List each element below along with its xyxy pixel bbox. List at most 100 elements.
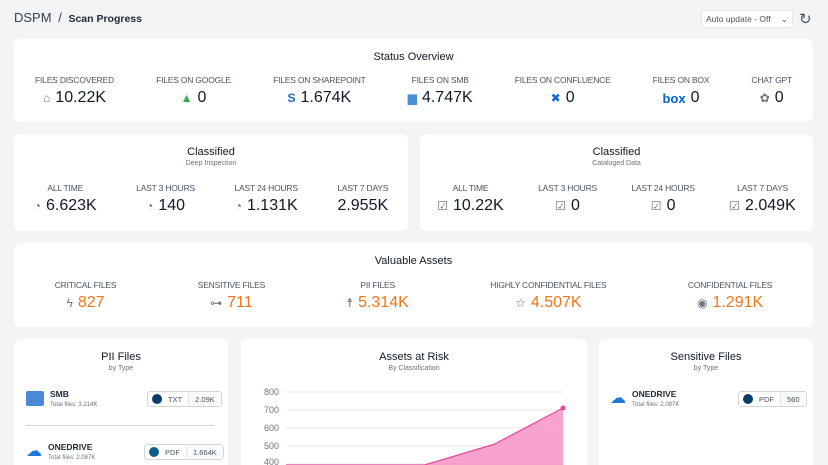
clock-check-icon: ◔ [33, 199, 41, 213]
stat-value: 0 [197, 89, 207, 106]
classified-deep-card: Classified Deep Inspection ALL TIME ◔ 6.62… [14, 134, 408, 231]
stat-value: 0 [690, 89, 700, 106]
page-title: Scan Progress [68, 13, 142, 25]
home-icon: ⌂ [43, 91, 51, 105]
stat-value: 10.22K [452, 197, 504, 214]
person-icon: ☨ [346, 296, 354, 310]
breadcrumb-separator: / [58, 10, 62, 25]
stat-sensitive-files[interactable]: SENSITIVE FILES ⊶ 711 [197, 280, 266, 312]
stat-value: 0 [571, 197, 580, 214]
stat-label: CONFIDENTIAL FILES [687, 280, 773, 290]
y-tick-label: 700 [264, 405, 279, 415]
stat-chat-gpt: CHAT GPT ✿ 0 [751, 75, 792, 107]
area-chart: 800 700 600 500 400 [264, 387, 566, 465]
onedrive-icon: ☁ [610, 389, 626, 407]
total-files: Total files: 2.087K [632, 402, 680, 408]
clock-check-icon: ◔ [234, 199, 242, 213]
y-tick-label: 400 [264, 457, 279, 465]
stat-value: 0 [774, 89, 784, 106]
stat-pii-files[interactable]: PII FILES ☨ 5.314K [347, 280, 409, 312]
stat-value: 4.747K [421, 89, 473, 106]
stat-last-7-days: LAST 7 DAYS 2.955K [337, 183, 388, 215]
status-overview-card: Status Overview FILES DISCOVERED ⌂ 10.22K … [14, 39, 813, 122]
checkbox-icon: ☑ [729, 199, 741, 213]
stat-value: 2.955K [337, 197, 389, 214]
auto-update-select[interactable]: Auto update - Off ⌄ [701, 10, 793, 28]
type-count: 560 [780, 392, 806, 406]
stat-label: FILES ON SHAREPOINT [273, 75, 366, 85]
stat-value: 140 [158, 197, 186, 214]
stat-label: HIGHLY CONFIDENTIAL FILES [490, 280, 607, 290]
list-item-onedrive[interactable]: ☁ ONEDRIVE Total files: 2.087K [610, 389, 679, 408]
list-item-onedrive[interactable]: ☁ ONEDRIVE Total files: 2.087K [26, 442, 95, 461]
list-item-smb[interactable]: SMB Total files: 3.214K [26, 389, 97, 408]
type-count: 1.664K [186, 445, 223, 459]
stat-value: 1.131K [246, 197, 298, 214]
star-icon: ☆ [515, 296, 526, 310]
divider [26, 425, 214, 426]
stat-files-google: FILES ON GOOGLE ▲ 0 [156, 75, 231, 107]
type-count: 2.09K [188, 392, 221, 406]
stat-last-24-hours: LAST 24 HOURS ◔ 1.131K [234, 183, 299, 215]
confluence-icon: ✖ [550, 91, 561, 105]
stat-files-sharepoint: FILES ON SHAREPOINT S 1.674K [273, 75, 366, 107]
google-drive-icon: ▲ [180, 91, 193, 105]
stat-highly-confidential-files[interactable]: HIGHLY CONFIDENTIAL FILES ☆ 4.507K [490, 280, 606, 312]
stat-label: PII FILES [360, 280, 395, 290]
stat-label: LAST 7 DAYS [337, 183, 389, 193]
data-point [560, 405, 566, 411]
openai-icon: ✿ [759, 91, 770, 105]
stat-label: FILES DISCOVERED [35, 75, 115, 85]
sensitive-files-card: Sensitive Files by Type ☁ ONEDRIVE Total … [599, 339, 813, 465]
chart-title: Assets at Risk [379, 351, 449, 363]
stat-value: 711 [227, 294, 253, 311]
stat-label: LAST 3 HOURS [136, 183, 196, 193]
stat-last-7-days: LAST 7 DAYS ☑ 2.049K [729, 183, 795, 215]
stat-value: 0 [565, 89, 575, 106]
card-title: Status Overview [373, 51, 454, 63]
assets-at-risk-card: Assets at Risk By Classification 800 700 6… [241, 339, 587, 465]
stat-all-time: ALL TIME ☑ 10.22K [437, 183, 503, 215]
stat-label: FILES ON CONFLUENCE [514, 75, 611, 85]
stat-label: CHAT GPT [751, 75, 792, 85]
type-label: PDF [759, 394, 774, 404]
stat-value: 6.623K [45, 197, 97, 214]
type-badge: PDF 1.664K [144, 444, 224, 460]
stat-value: 1.291K [712, 294, 764, 311]
chevron-down-icon: ⌄ [780, 14, 788, 24]
card-subtitle: by Type [693, 365, 719, 372]
stat-value: 10.22K [55, 89, 107, 106]
target-icon: ◉ [696, 296, 708, 310]
stat-last-24-hours: LAST 24 HOURS ☑ 0 [631, 183, 695, 215]
stat-last-3-hours: LAST 3 HOURS ◔ 140 [136, 183, 195, 215]
stat-label: SENSITIVE FILES [197, 280, 266, 290]
card-subtitle: by Type [108, 365, 134, 372]
stat-confidential-files[interactable]: CONFIDENTIAL FILES ◉ 1.291K [687, 280, 773, 312]
source-name: ONEDRIVE [48, 442, 93, 452]
stat-value: 2.049K [745, 197, 796, 214]
stat-label: FILES ON SMB [411, 75, 469, 85]
y-tick-label: 500 [264, 441, 279, 451]
chart-subtitle: By Classification [388, 365, 440, 372]
stat-critical-files[interactable]: CRITICAL FILES ϟ 827 [55, 280, 117, 312]
type-dot [152, 394, 162, 404]
card-subtitle: Deep Inspection [185, 160, 237, 167]
card-title: Classified [592, 146, 641, 158]
card-title: Classified [187, 146, 235, 158]
refresh-icon[interactable]: ↻ [799, 11, 812, 28]
type-dot [743, 394, 753, 404]
stat-label: CRITICAL FILES [54, 280, 117, 290]
checkbox-icon: ☑ [555, 199, 566, 213]
card-title: Valuable Assets [374, 255, 453, 267]
type-badge: PDF 560 [738, 391, 807, 407]
checkbox-icon: ☑ [437, 199, 448, 213]
stat-label: ALL TIME [47, 183, 84, 193]
series-line [286, 407, 564, 465]
stat-label: LAST 24 HOURS [631, 183, 695, 193]
stat-value: 4.507K [530, 294, 582, 311]
stat-label: LAST 24 HOURS [234, 183, 299, 193]
y-tick-label: 600 [264, 423, 279, 433]
breadcrumb-app[interactable]: DSPM [14, 10, 52, 25]
stat-label: FILES ON BOX [652, 75, 710, 85]
pii-files-card: PII Files by Type SMB Total files: 3.214K… [14, 339, 228, 465]
